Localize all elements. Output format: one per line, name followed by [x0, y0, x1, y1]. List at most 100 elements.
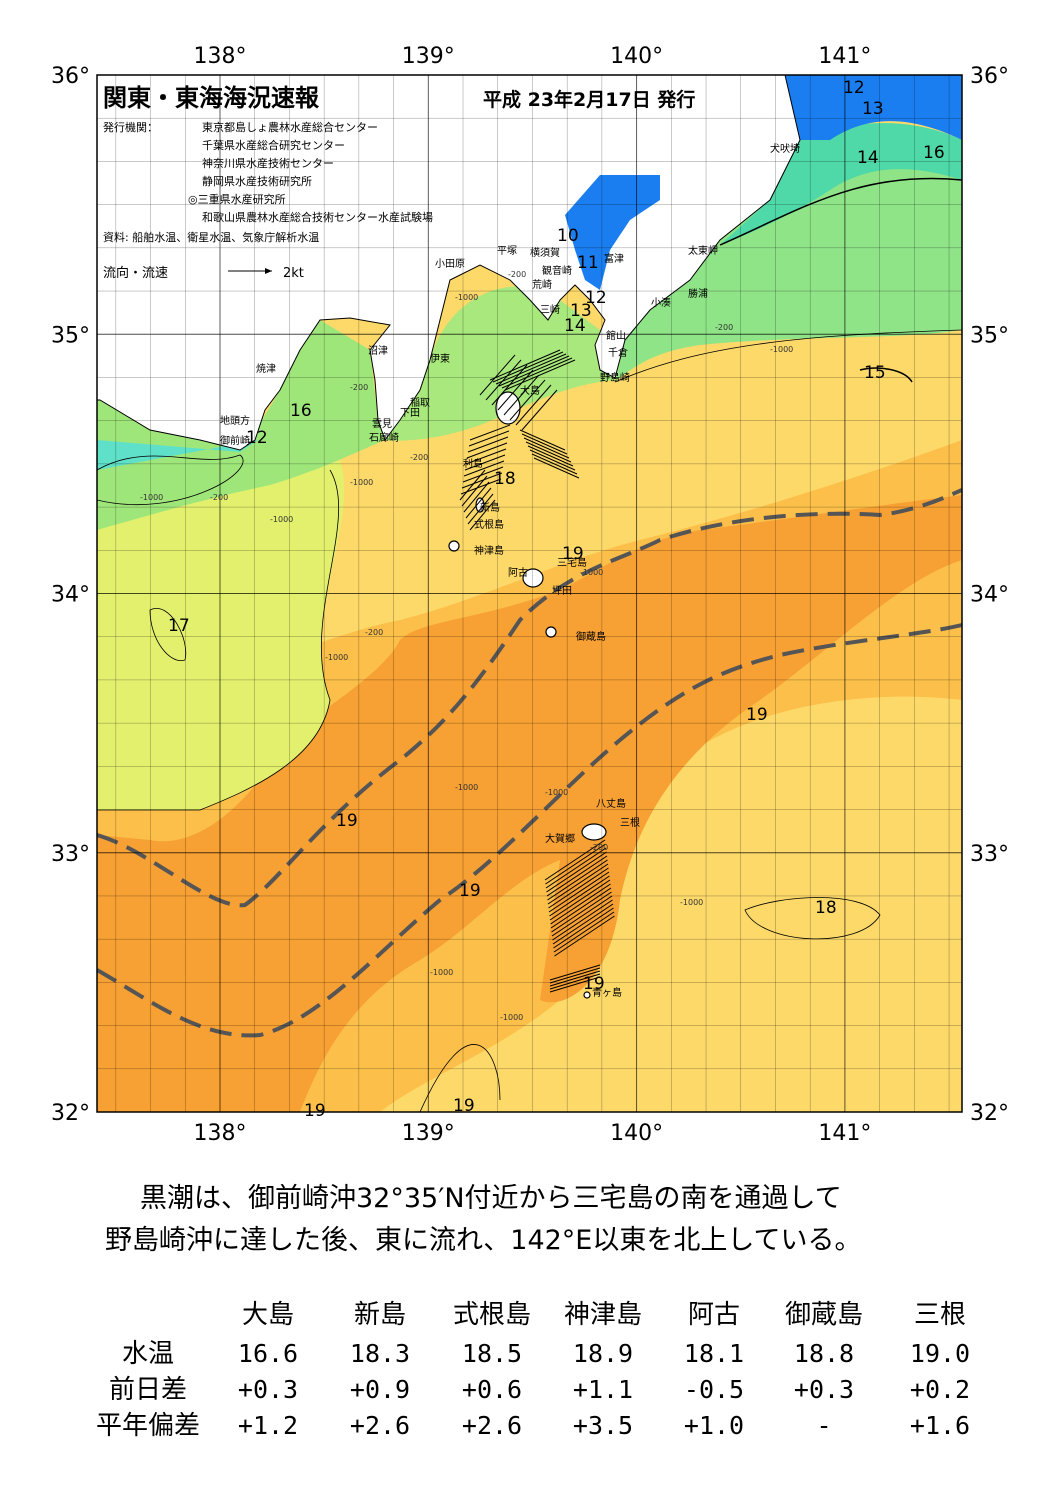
lat-label: 36°: [51, 64, 90, 89]
current-arrow: [547, 859, 608, 901]
sea-15: [615, 123, 962, 382]
contours: [97, 177, 962, 1112]
island: [545, 626, 557, 638]
place-name: 観音崎: [542, 264, 572, 277]
place-name: 雲見: [372, 418, 392, 430]
summary-line: 黒潮は、御前崎沖32°35′N付近から三宅島の南を通過して: [140, 1183, 842, 1214]
place-name: 地頭方: [220, 414, 250, 427]
sea-16: [97, 320, 385, 530]
current-arrow: [527, 445, 574, 467]
current-arrow: [459, 469, 486, 501]
contour-label: 12: [843, 78, 865, 98]
contour-label: 16: [290, 401, 312, 421]
place-name: 富津: [604, 252, 624, 265]
lon-label: 138°: [194, 44, 247, 69]
depth-label: -200: [410, 453, 428, 462]
place-name: 太東岬: [688, 244, 718, 257]
contour-label: 17: [168, 616, 190, 636]
sea-17: [97, 460, 345, 810]
publisher-label: 発行機関：: [103, 120, 158, 134]
place-name: 勝浦: [688, 287, 708, 300]
island: [581, 823, 607, 841]
depth-label: -200: [365, 628, 383, 637]
depth-label: -1000: [325, 653, 348, 662]
current-arrow: [498, 355, 570, 387]
contour: [419, 1044, 501, 1112]
depth-label: -1000: [580, 568, 603, 577]
current-arrow: [529, 449, 576, 471]
kuroshio-core: [97, 495, 962, 1112]
contour-label: 18: [815, 898, 837, 918]
lat-label: 35°: [970, 323, 1009, 348]
sea-14: [720, 123, 962, 245]
lon-label: 141°: [818, 44, 871, 69]
current-arrow: [463, 460, 505, 477]
table-header: 三根: [914, 1300, 966, 1330]
current-arrow: [552, 899, 613, 941]
table-cell: +0.9: [350, 1375, 410, 1404]
map: [97, 75, 962, 1112]
table-cell: +3.5: [573, 1411, 633, 1440]
current-arrow: [465, 487, 492, 519]
islands: [448, 391, 607, 999]
depth-label: -1000: [350, 478, 373, 487]
current-arrow: [553, 907, 614, 949]
current-arrow: [509, 379, 546, 421]
table-cell: +1.0: [684, 1411, 744, 1440]
current-arrow: [546, 855, 608, 897]
place-name: 沼津: [368, 344, 388, 357]
table-cell: +1.1: [573, 1375, 633, 1404]
current-arrow: [461, 475, 488, 507]
island: [583, 991, 591, 999]
place-name: 横須賀: [530, 246, 560, 259]
table-cell: 19.0: [910, 1339, 970, 1368]
place-name: 御前崎: [220, 434, 250, 447]
depth-label: -1000: [680, 898, 703, 907]
contour-label: 11: [577, 253, 599, 273]
table-cell: +0.6: [462, 1375, 522, 1404]
kuroshio-path: [97, 488, 962, 908]
legend-arrowhead: [265, 268, 272, 274]
current-arrow: [531, 453, 578, 475]
publisher: 静岡県水産技術研究所: [202, 174, 312, 188]
contour-label: 12: [246, 428, 268, 448]
lat-label: 36°: [970, 64, 1009, 89]
current-arrow: [550, 883, 611, 925]
lon-label: 141°: [818, 1121, 871, 1146]
current-arrow: [549, 967, 601, 984]
current-arrow: [469, 499, 496, 531]
current-arrow: [547, 863, 609, 905]
table-header: 神津島: [564, 1300, 642, 1330]
place-name: 焼津: [256, 363, 276, 375]
contour: [614, 329, 962, 383]
contour: [97, 469, 339, 811]
depth-label: -200: [508, 270, 526, 279]
current-arrow: [467, 436, 509, 453]
sea-cold: [97, 440, 258, 470]
kuroshio-path: [97, 623, 962, 1038]
legend-speed: 2kt: [283, 266, 304, 281]
depth-label: -1000: [430, 968, 453, 977]
island: [522, 568, 544, 588]
contour-label: 18: [494, 469, 516, 489]
sources: 資料: 船舶水温、衛星水温、気象庁解析水温: [103, 230, 319, 244]
table-cell: 18.8: [794, 1339, 854, 1368]
place-name: 青ヶ島: [592, 986, 622, 999]
lon-label: 139°: [402, 1121, 455, 1146]
place-name: 式根島: [474, 518, 504, 531]
row-label: 平年偏差: [96, 1411, 200, 1441]
grid: [97, 75, 962, 1112]
place-name: 三宅島: [557, 556, 587, 569]
current-arrow: [554, 915, 615, 957]
table-cell: +2.6: [462, 1411, 522, 1440]
current-arrow: [550, 887, 612, 929]
land: [97, 75, 801, 451]
lat-label: 32°: [970, 1101, 1009, 1126]
lon-label: 138°: [194, 1121, 247, 1146]
current-arrow: [501, 357, 573, 389]
current-arrow: [523, 437, 570, 459]
current-arrow: [468, 430, 510, 447]
map-frame: [96, 74, 963, 1113]
current-arrow: [551, 891, 612, 933]
table-cell: +2.6: [350, 1411, 410, 1440]
